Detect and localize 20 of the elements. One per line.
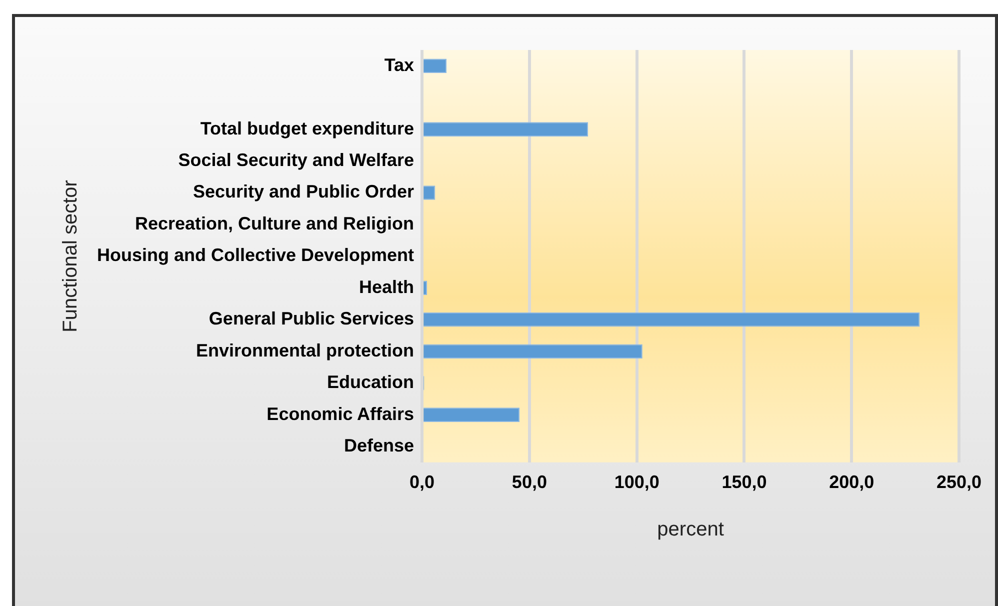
y-tick-label: Tax bbox=[384, 54, 414, 75]
y-tick-label: Social Security and Welfare bbox=[178, 150, 414, 170]
y-axis-title: Functional sector bbox=[60, 180, 82, 332]
y-tick-label: Defense bbox=[344, 436, 414, 456]
y-tick-label: Total budget expenditure bbox=[200, 118, 414, 138]
x-tick-label: 0,0 bbox=[410, 472, 435, 492]
y-tick-label: Economic Affairs bbox=[266, 404, 414, 424]
y-tick-label: Housing and Collective Development bbox=[96, 245, 414, 266]
x-tick-label: 150,0 bbox=[722, 472, 767, 492]
y-tick-label: Education bbox=[327, 372, 414, 392]
x-tick-label: 200,0 bbox=[829, 472, 874, 492]
y-tick-label: Environmental protection bbox=[196, 340, 414, 360]
x-tick-label: 50,0 bbox=[512, 472, 547, 492]
y-tick-label: Recreation, Culture and Religion bbox=[135, 213, 414, 234]
x-axis-title: percent bbox=[657, 518, 724, 541]
x-tick-label: 250,0 bbox=[936, 472, 982, 492]
x-tick-label: 100,0 bbox=[614, 472, 660, 492]
y-tick-label: General Public Services bbox=[208, 308, 414, 329]
y-tick-label: Security and Public Order bbox=[192, 182, 414, 202]
y-tick-label: Health bbox=[359, 276, 414, 297]
